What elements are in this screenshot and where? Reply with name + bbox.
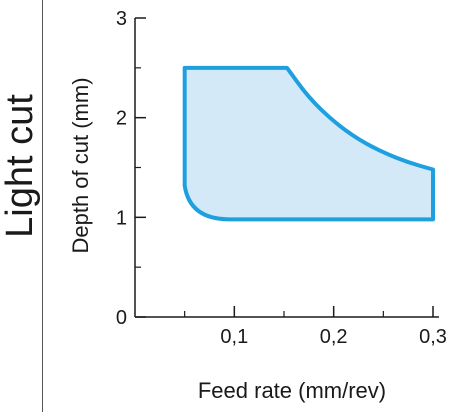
x-tick-label: 0,2 <box>320 326 348 348</box>
y-tick-label: 0 <box>116 307 127 329</box>
x-tick-label: 0,3 <box>419 326 447 348</box>
y-axis-label: Depth of cut (mm) <box>68 77 93 253</box>
y-tick-label: 3 <box>116 8 127 30</box>
divider <box>42 0 43 412</box>
x-axis-label: Feed rate (mm/rev) <box>198 378 386 403</box>
y-tick-label: 1 <box>116 207 127 229</box>
y-tick-label: 2 <box>116 108 127 130</box>
working-region <box>182 65 435 222</box>
x-tick-label: 0,1 <box>220 326 248 348</box>
